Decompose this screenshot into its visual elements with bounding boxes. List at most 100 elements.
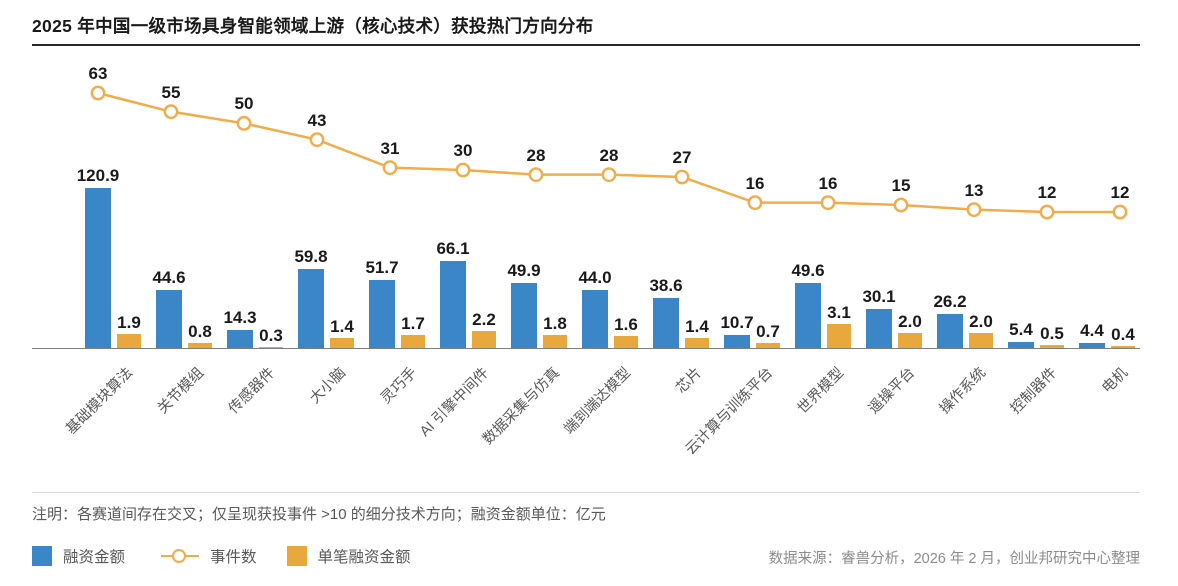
per-deal-amount-value-label: 1.9 <box>117 312 141 332</box>
funding-amount-value-label: 26.2 <box>933 292 967 312</box>
event-count-value-label: 63 <box>88 64 108 83</box>
legend-label-event-count: 事件数 <box>210 549 257 566</box>
per-deal-amount-bar <box>756 343 780 349</box>
event-count-value-label: 28 <box>526 145 546 165</box>
per-deal-amount-value-label: 3.1 <box>827 303 851 323</box>
funding-amount-value-label: 10.7 <box>720 312 754 332</box>
funding-amount-bar <box>156 289 182 349</box>
per-deal-amount-bar <box>188 342 212 349</box>
per-deal-amount-value-label: 1.4 <box>330 316 354 336</box>
event-count-value-label: 50 <box>234 94 254 114</box>
funding-amount-value-label: 4.4 <box>1080 321 1104 341</box>
line-with-circle-icon <box>161 547 200 565</box>
per-deal-amount-value-label: 2.0 <box>969 312 993 331</box>
per-deal-amount-value-label: 0.7 <box>756 322 780 342</box>
event-count-marker-icon <box>90 85 106 101</box>
event-count-marker-icon <box>163 104 179 120</box>
event-count-value-label: 12 <box>1037 182 1057 202</box>
funding-amount-value-label: 44.0 <box>578 268 612 288</box>
event-count-marker-icon <box>966 202 982 218</box>
funding-amount-value-label: 30.1 <box>862 286 896 306</box>
event-count-marker-icon <box>382 160 398 176</box>
per-deal-amount-value-label: 2.2 <box>472 310 496 330</box>
per-deal-amount-bar <box>330 337 354 349</box>
event-count-marker-icon <box>747 195 763 211</box>
funding-amount-value-label: 120.9 <box>76 166 120 186</box>
legend-label-per-deal-amount: 单笔融资金额 <box>317 549 411 566</box>
event-count-value-label: 55 <box>161 82 181 102</box>
per-deal-amount-bar <box>401 335 425 349</box>
footnote: 注明：各赛道间存在交叉；仅呈现获投事件 >10 的细分技术方向；融资金额单位：亿… <box>32 506 606 523</box>
data-source: 数据来源：睿兽分析，2026 年 2 月，创业邦研究中心整理 <box>768 551 1140 567</box>
funding-amount-value-label: 59.8 <box>294 247 328 267</box>
funding-amount-value-label: 49.6 <box>791 261 825 281</box>
per-deal-amount-bar <box>259 346 283 349</box>
event-count-value-label: 28 <box>599 145 619 165</box>
funding-amount-value-label: 14.3 <box>223 307 257 327</box>
hollow-circle-marker-icon <box>172 548 187 563</box>
per-deal-amount-value-label: 0.4 <box>1111 324 1135 344</box>
event-count-value-label: 16 <box>818 173 838 193</box>
per-deal-amount-bar <box>898 333 922 349</box>
title-underline <box>32 44 1140 46</box>
event-count-marker-icon <box>893 197 909 213</box>
funding-amount-bar <box>440 261 466 349</box>
per-deal-amount-value-label: 1.7 <box>401 314 425 334</box>
funding-amount-bar <box>724 334 750 349</box>
per-deal-amount-bar <box>969 333 993 349</box>
event-count-marker-icon <box>528 167 544 183</box>
funding-amount-value-label: 49.9 <box>507 260 541 280</box>
event-count-marker-icon <box>1039 204 1055 220</box>
funding-amount-value-label: 51.7 <box>365 258 399 278</box>
per-deal-amount-bar <box>1040 345 1064 349</box>
funding-amount-bar <box>866 308 892 349</box>
event-count-marker-icon <box>820 195 836 211</box>
funding-amount-bar <box>227 329 253 349</box>
event-count-value-label: 12 <box>1110 182 1130 202</box>
funding-amount-value-label: 38.6 <box>649 275 683 295</box>
per-deal-amount-value-label: 0.3 <box>259 325 283 345</box>
per-deal-amount-value-label: 2.0 <box>898 312 922 331</box>
funding-amount-value-label: 66.1 <box>436 239 470 259</box>
event-count-value-label: 43 <box>307 110 327 130</box>
event-count-value-label: 15 <box>891 175 911 195</box>
per-deal-amount-value-label: 0.5 <box>1040 324 1064 343</box>
funding-amount-value-label: 5.4 <box>1009 319 1033 339</box>
per-deal-amount-bar <box>543 334 567 349</box>
event-count-value-label: 30 <box>453 140 473 160</box>
footer-divider <box>32 492 1140 493</box>
funding-amount-bar <box>369 280 395 349</box>
legend-label-funding-amount: 融资金额 <box>63 549 126 566</box>
legend: 融资金额 事件数 单笔融资金额 <box>32 545 411 567</box>
event-count-value-label: 13 <box>964 180 984 200</box>
funding-amount-bar <box>653 297 679 349</box>
event-count-marker-icon <box>236 115 252 131</box>
per-deal-amount-swatch-icon <box>286 546 307 566</box>
event-count-marker-icon <box>309 132 325 148</box>
event-count-line <box>90 85 1128 220</box>
chart-title: 2025 年中国一级市场具身智能领域上游（核心技术）获投热门方向分布 <box>32 16 594 36</box>
event-count-value-label: 16 <box>745 173 765 193</box>
per-deal-amount-bar <box>827 324 851 349</box>
per-deal-amount-bar <box>472 331 496 349</box>
event-count-marker-icon <box>674 169 690 185</box>
per-deal-amount-bar <box>117 333 141 349</box>
per-deal-amount-value-label: 1.8 <box>543 313 567 333</box>
funding-amount-bar <box>795 283 821 349</box>
legend-item-per-deal-amount: 单笔融资金额 <box>286 545 411 567</box>
per-deal-amount-bar <box>1111 345 1135 349</box>
event-count-value-label: 27 <box>672 147 692 167</box>
funding-amount-bar <box>1079 343 1105 349</box>
event-count-value-label: 31 <box>380 138 400 158</box>
funding-amount-value-label: 44.6 <box>152 267 186 287</box>
per-deal-amount-bar <box>685 337 709 349</box>
funding-amount-bar <box>511 282 537 349</box>
funding-amount-bar <box>298 269 324 349</box>
funding-amount-bar <box>937 314 963 349</box>
event-count-polyline <box>97 91 1120 214</box>
event-count-marker-icon <box>455 162 471 178</box>
event-count-marker-icon <box>601 167 617 183</box>
legend-item-event-count: 事件数 <box>161 545 257 567</box>
chart-canvas: 2025 年中国一级市场具身智能领域上游（核心技术）获投热门方向分布 120.9… <box>32 0 1140 586</box>
